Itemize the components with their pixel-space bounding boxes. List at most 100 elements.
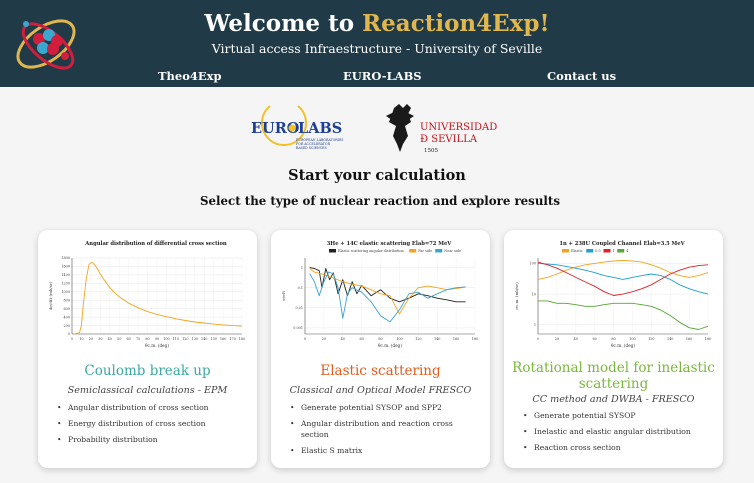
site-header: Welcome to Reaction4Exp! Virtual access … <box>0 0 754 87</box>
y-tick-label: 0.1 <box>298 286 303 290</box>
site-title-accent: Reaction4Exp! <box>362 10 550 37</box>
y-tick-label: 800 <box>64 298 70 302</box>
x-tick-label: 20 <box>322 337 326 341</box>
y-tick-label: 100 <box>530 262 536 266</box>
legend-label: 4 <box>626 249 628 253</box>
series-line <box>537 261 709 296</box>
card-feature-list: Generate potential SYSOP Inelastic and e… <box>522 410 714 458</box>
x-tick-label: 60 <box>127 337 131 341</box>
list-item: Reaction cross section <box>522 442 714 453</box>
us-line2: Ð SEVILLA <box>420 134 478 145</box>
series-line <box>538 300 709 330</box>
x-tick-label: 40 <box>108 337 112 341</box>
x-tick-label: 160 <box>220 337 226 341</box>
site-title-prefix: Welcome to <box>204 10 363 37</box>
legend-label: Far side <box>418 249 432 253</box>
y-axis-label: σ/σR <box>281 290 286 301</box>
x-tick-label: 80 <box>145 337 149 341</box>
nav-euro-labs[interactable]: EURO-LABS <box>343 69 422 83</box>
x-tick-label: 40 <box>341 337 345 341</box>
x-tick-label: 0 <box>537 337 539 341</box>
legend-label: Near side <box>444 249 461 253</box>
chart-title: 1n + 238U Coupled Channel Elab=3.5 MeV <box>559 241 685 247</box>
x-tick-label: 10 <box>79 337 83 341</box>
universidad-sevilla-logo[interactable]: UNIVERSIDAD Ð SEVILLA 1505 <box>386 104 497 154</box>
y-tick-label: 400 <box>64 315 70 319</box>
y-tick-label: 0 <box>68 332 70 336</box>
eurolabs-tagline-2: FOR ACCELERATOR <box>296 142 330 146</box>
nav-contact-us[interactable]: Contact us <box>547 69 617 83</box>
series-line <box>537 259 709 280</box>
x-tick-label: 140 <box>201 337 207 341</box>
legend-swatch <box>329 249 336 253</box>
list-item: Inelastic and elastic angular distributi… <box>522 426 714 437</box>
x-tick-label: 140 <box>434 337 440 341</box>
y-tick-label: 0.01 <box>295 306 303 310</box>
legend-swatch <box>617 249 625 253</box>
site-subtitle: Virtual access Infraestructure - Univers… <box>211 41 543 56</box>
reaction4exp-logo[interactable] <box>10 4 82 82</box>
chart-coulomb: Angular distribution of differential cro… <box>48 241 245 348</box>
eurolabs-right: LABS <box>298 120 342 137</box>
legend-swatch <box>586 249 594 253</box>
x-tick-label: 180 <box>472 337 478 341</box>
x-tick-label: 90 <box>155 337 159 341</box>
x-tick-label: 120 <box>182 337 188 341</box>
y-tick-label: 10 <box>532 292 536 296</box>
y-tick-label: 200 <box>64 324 70 328</box>
legend-label: 0.5 <box>595 249 600 253</box>
legend-swatch <box>603 249 611 253</box>
start-heading: Start your calculation <box>288 167 466 184</box>
x-tick-label: 180 <box>705 337 711 341</box>
card-title: Rotational model for inelastic scatterin… <box>512 360 715 392</box>
list-item: Generate potential SYSOP and SPP2 <box>289 402 481 413</box>
x-tick-label: 100 <box>163 337 169 341</box>
legend-label: Elastic <box>571 249 583 253</box>
partner-logos: EURO LABS EUROPEAN LABORATORIES FOR ACCE… <box>251 104 497 154</box>
x-tick-label: 160 <box>453 337 459 341</box>
series-line <box>73 261 243 335</box>
card-feature-list: Generate potential SYSOP and SPP2 Angula… <box>289 402 481 461</box>
x-axis-label: θc.m. (deg) <box>145 343 169 348</box>
card-coulomb-breakup[interactable]: Angular distribution of differential cro… <box>38 230 257 468</box>
y-tick-label: 1200 <box>61 282 70 286</box>
y-axis-label: σc.m. (mb/sr) <box>514 282 519 310</box>
x-tick-label: 0 <box>71 337 73 341</box>
select-heading: Select the type of nuclear reaction and … <box>200 194 560 208</box>
x-tick-label: 160 <box>686 337 692 341</box>
list-item: Energy distribution of cross section <box>56 418 248 429</box>
x-tick-label: 0 <box>304 337 306 341</box>
eurolabs-logo[interactable]: EURO LABS EUROPEAN LABORATORIES FOR ACCE… <box>251 105 343 150</box>
x-tick-label: 80 <box>611 337 615 341</box>
eurolabs-tagline-1: EUROPEAN LABORATORIES <box>296 138 343 142</box>
x-tick-label: 50 <box>117 337 121 341</box>
x-tick-label: 170 <box>229 337 235 341</box>
card-elastic-scattering[interactable]: 3He + 14C elastic scattering Elab=72 MeV… <box>271 230 490 468</box>
list-item: Probability distribution <box>56 434 248 445</box>
x-axis-label: θc.m. (deg) <box>611 343 635 348</box>
nav-theo4exp[interactable]: Theo4Exp <box>158 69 222 83</box>
us-line1: UNIVERSIDAD <box>420 122 497 133</box>
us-year: 1505 <box>424 148 438 154</box>
x-tick-label: 180 <box>239 337 245 341</box>
eurolabs-tagline-3: BASED SCIENCES <box>296 146 327 150</box>
series-line <box>309 268 466 315</box>
x-tick-label: 80 <box>378 337 382 341</box>
x-tick-label: 100 <box>396 337 402 341</box>
card-rotational-model[interactable]: 1n + 238U Coupled Channel Elab=3.5 MeV 0 2… <box>504 230 723 468</box>
legend-label: 1 <box>613 249 615 253</box>
y-tick-label: 1000 <box>61 290 70 294</box>
y-axis-label: dσ/dΩ (mb/sr) <box>48 281 53 310</box>
y-tick-label: 1 <box>301 266 303 270</box>
series-line <box>309 267 466 303</box>
chart-title: 3He + 14C elastic scattering Elab=72 MeV <box>327 241 453 247</box>
legend-swatch <box>409 249 417 253</box>
list-item: Angular distribution of cross section <box>56 402 248 413</box>
card-subtitle: Semiclassical calculations - EPM <box>67 385 228 396</box>
x-tick-label: 100 <box>629 337 635 341</box>
y-tick-label: 1 <box>534 323 536 327</box>
x-tick-label: 120 <box>648 337 654 341</box>
legend-swatch <box>435 249 443 253</box>
x-tick-label: 110 <box>173 337 179 341</box>
x-tick-label: 60 <box>593 337 597 341</box>
